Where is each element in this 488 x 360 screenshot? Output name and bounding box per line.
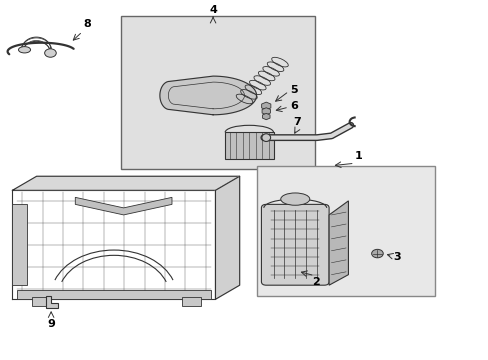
Text: 4: 4 — [209, 5, 217, 15]
Text: 7: 7 — [292, 117, 300, 127]
Text: 6: 6 — [290, 101, 298, 111]
Bar — [121, 17, 314, 169]
Ellipse shape — [19, 46, 31, 53]
Text: 2: 2 — [311, 277, 319, 287]
Polygon shape — [75, 197, 172, 215]
Bar — [32, 297, 51, 306]
Bar — [17, 291, 210, 299]
Polygon shape — [328, 201, 348, 285]
Bar — [181, 297, 201, 306]
Bar — [256, 166, 435, 296]
Polygon shape — [215, 176, 239, 299]
Text: 3: 3 — [393, 252, 400, 262]
Ellipse shape — [262, 134, 270, 141]
Bar — [12, 204, 27, 285]
Circle shape — [44, 49, 56, 57]
Polygon shape — [160, 76, 256, 115]
Text: 9: 9 — [47, 319, 55, 329]
Circle shape — [371, 249, 383, 258]
Text: 8: 8 — [83, 19, 91, 29]
Text: 1: 1 — [353, 151, 361, 161]
Polygon shape — [12, 176, 239, 190]
FancyBboxPatch shape — [261, 204, 328, 285]
Polygon shape — [46, 296, 58, 308]
Bar — [224, 132, 273, 159]
Text: 5: 5 — [290, 85, 298, 95]
Ellipse shape — [280, 193, 309, 205]
